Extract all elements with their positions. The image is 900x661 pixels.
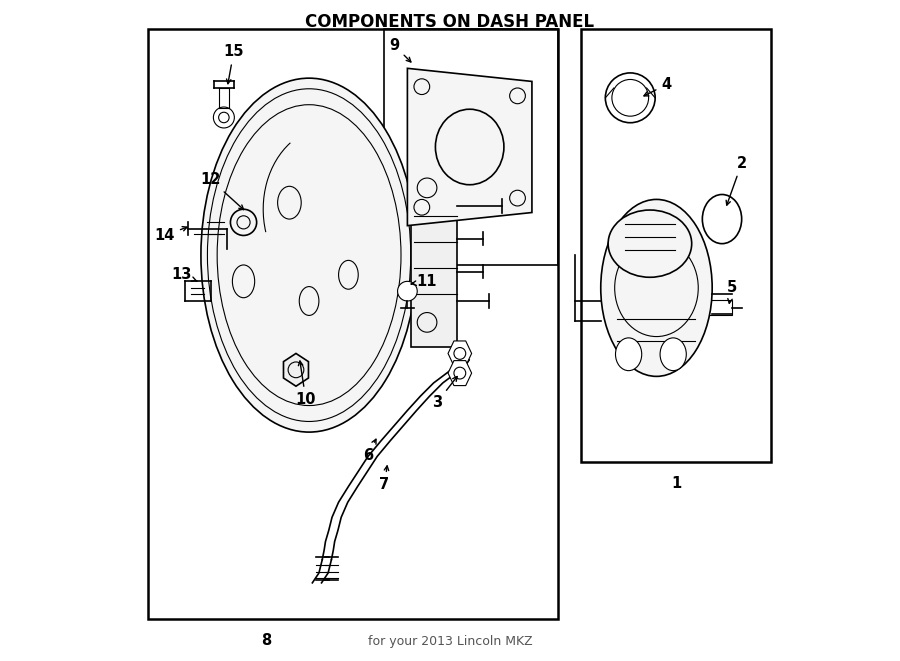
Text: 2: 2 (726, 156, 747, 205)
Text: 9: 9 (389, 38, 411, 62)
Circle shape (398, 282, 418, 301)
Text: 6: 6 (363, 440, 376, 463)
Circle shape (606, 73, 655, 123)
Polygon shape (448, 341, 472, 366)
Polygon shape (448, 361, 472, 385)
Text: 1: 1 (671, 476, 681, 491)
Text: 5: 5 (726, 280, 737, 303)
Text: 13: 13 (171, 267, 197, 282)
Polygon shape (408, 68, 532, 225)
Polygon shape (410, 163, 456, 347)
Text: 14: 14 (155, 227, 187, 243)
Ellipse shape (616, 338, 642, 371)
Text: 8: 8 (261, 633, 272, 648)
Text: 4: 4 (644, 77, 671, 96)
Text: 12: 12 (201, 173, 244, 210)
Ellipse shape (201, 78, 418, 432)
Text: 10: 10 (295, 361, 316, 407)
Polygon shape (284, 354, 309, 386)
Text: 11: 11 (411, 274, 437, 289)
Text: 3: 3 (432, 377, 457, 410)
Ellipse shape (608, 210, 692, 277)
Text: for your 2013 Lincoln MKZ: for your 2013 Lincoln MKZ (368, 635, 532, 648)
Ellipse shape (601, 200, 712, 376)
Text: COMPONENTS ON DASH PANEL: COMPONENTS ON DASH PANEL (305, 13, 595, 30)
Text: 15: 15 (223, 44, 244, 84)
Ellipse shape (660, 338, 687, 371)
Text: 7: 7 (380, 466, 390, 492)
